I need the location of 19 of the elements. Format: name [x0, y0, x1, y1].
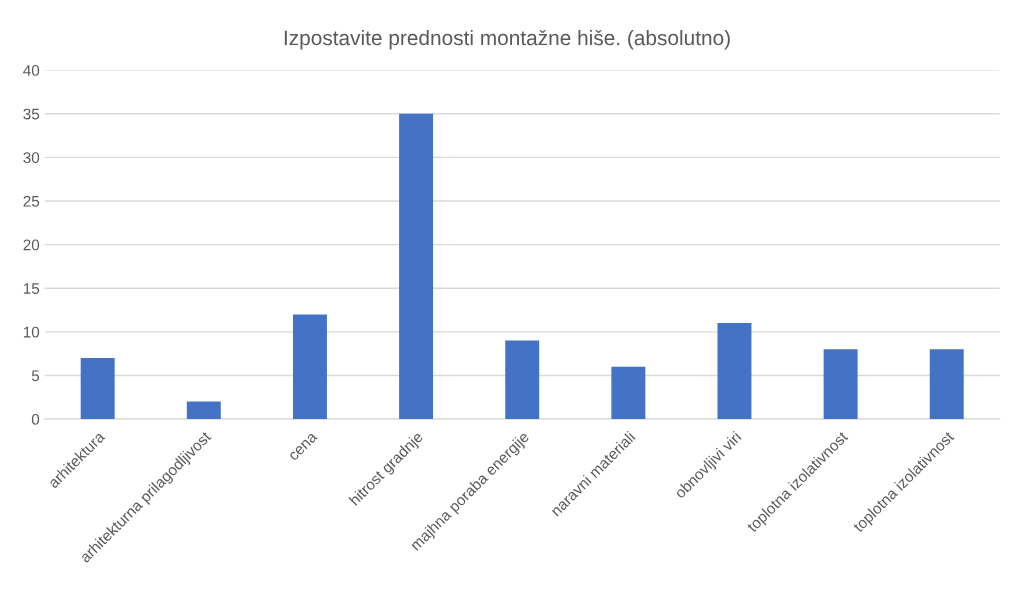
- y-tick-label: 40: [23, 65, 40, 76]
- y-tick-label: 30: [23, 152, 40, 164]
- bar: [505, 340, 540, 420]
- bar: [80, 358, 115, 420]
- bar: [399, 113, 434, 420]
- y-tick-label: 0: [31, 413, 40, 425]
- bar: [292, 314, 327, 420]
- chart-title: Izpostavite prednosti montažne hiše. (absolutno): [284, 29, 730, 50]
- bar: [929, 349, 964, 420]
- bar: [823, 349, 858, 420]
- y-tick-label: 25: [23, 195, 40, 207]
- y-tick-label: 20: [23, 239, 40, 251]
- y-tick-label: 5: [31, 370, 40, 382]
- bar: [717, 323, 752, 420]
- bar: [186, 401, 221, 420]
- y-tick-label: 35: [23, 108, 40, 120]
- bar: [611, 366, 646, 420]
- y-tick-label: 15: [23, 283, 40, 294]
- y-tick-label: 10: [23, 326, 40, 338]
